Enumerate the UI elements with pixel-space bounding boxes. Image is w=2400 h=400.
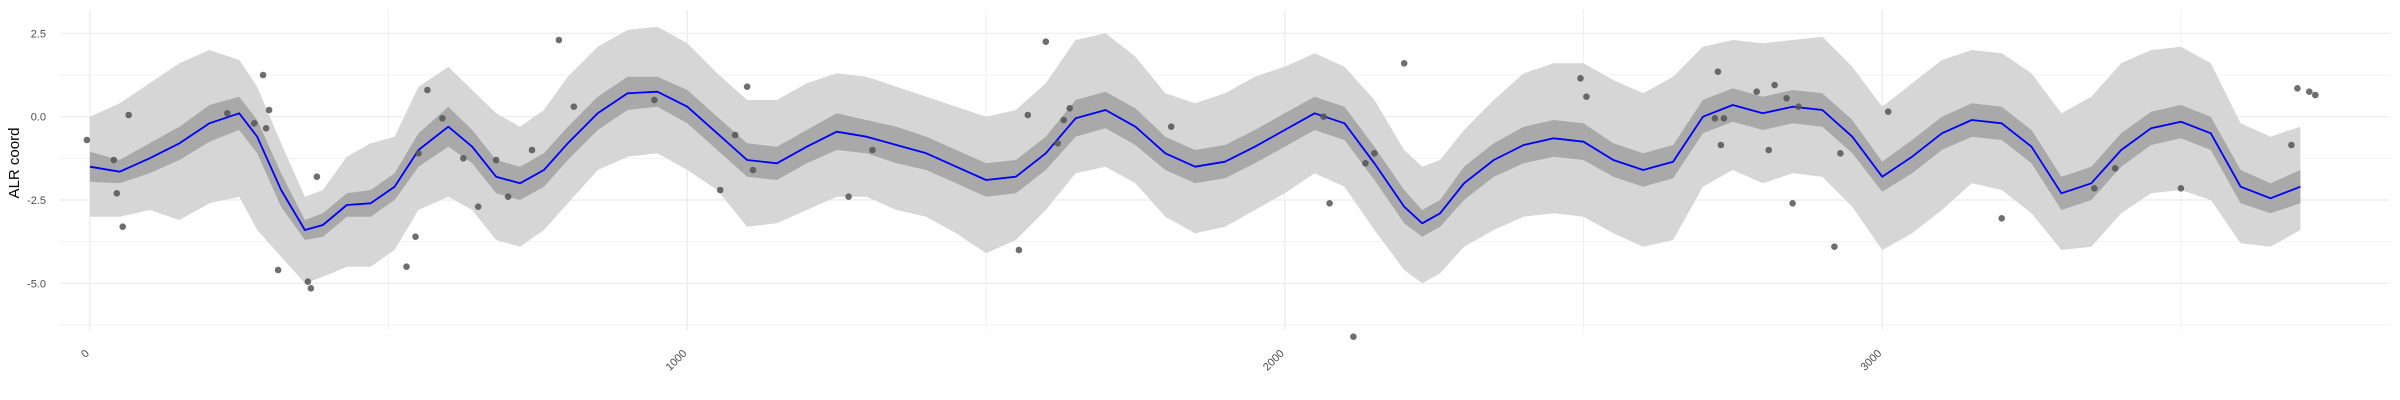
y-axis-title: ALR coord: [6, 128, 23, 199]
data-point: [869, 146, 876, 154]
data-point: [1167, 123, 1175, 130]
data-point: [274, 266, 282, 274]
data-point: [412, 233, 419, 240]
data-point: [1024, 111, 1032, 119]
data-point: [1320, 113, 1327, 120]
point-layer: [83, 36, 2319, 341]
y-tick-label: -5.0: [27, 278, 46, 290]
data-point: [1795, 103, 1802, 110]
data-point: [1884, 108, 1892, 115]
data-point: [731, 131, 739, 139]
data-point: [1042, 38, 1050, 45]
data-point: [2288, 141, 2295, 149]
data-point: [1362, 160, 1369, 167]
data-point: [1350, 333, 1357, 341]
data-point: [304, 278, 312, 286]
fitted-line: [89, 90, 2301, 231]
data-point: [504, 193, 512, 200]
y-tick-label: -2.5: [27, 195, 46, 207]
data-point: [492, 156, 500, 164]
data-point: [1831, 243, 1838, 250]
data-point: [313, 173, 321, 180]
data-point: [474, 203, 482, 210]
data-point: [1583, 93, 1590, 100]
data-point: [1717, 141, 1725, 149]
data-point: [1998, 215, 2005, 222]
data-point: [2294, 85, 2301, 92]
data-point: [119, 223, 126, 230]
data-point: [460, 155, 467, 162]
data-point: [415, 150, 422, 157]
data-point: [1753, 88, 1760, 95]
data-point: [259, 71, 267, 79]
data-point: [2306, 88, 2313, 95]
y-tick-label: 0.0: [31, 112, 46, 124]
data-point: [1326, 200, 1333, 207]
inner-confidence-band: [89, 76, 2301, 240]
x-tick-label: 0: [79, 348, 92, 361]
band-layer: [89, 26, 2301, 284]
data-point: [749, 166, 757, 174]
data-point: [1789, 200, 1796, 207]
data-point: [224, 110, 231, 117]
data-point: [250, 120, 258, 127]
data-point: [743, 83, 751, 90]
data-point: [2312, 91, 2319, 99]
data-point: [125, 111, 132, 119]
data-point: [1066, 105, 1073, 112]
data-point: [1714, 68, 1722, 75]
data-point: [1577, 75, 1584, 82]
data-point: [2177, 185, 2185, 192]
data-point: [439, 115, 446, 122]
data-point: [1054, 140, 1061, 147]
data-point: [110, 156, 118, 164]
data-point: [424, 86, 431, 94]
data-point: [1765, 146, 1772, 154]
data-point: [1720, 115, 1728, 122]
data-point: [1771, 81, 1778, 89]
data-point: [651, 96, 658, 104]
data-point: [1711, 115, 1719, 122]
data-point: [1371, 150, 1378, 157]
data-point: [845, 193, 852, 200]
data-point: [83, 136, 91, 144]
data-point: [1400, 60, 1408, 67]
data-point: [2091, 185, 2098, 192]
data-point: [265, 106, 273, 114]
data-point: [570, 103, 578, 110]
data-point: [262, 125, 270, 132]
data-point: [403, 263, 410, 271]
data-point: [307, 285, 315, 292]
x-tick-label: 3000: [1859, 348, 1885, 374]
line-layer: [89, 90, 2301, 231]
data-point: [1060, 116, 1067, 124]
data-point: [1783, 95, 1790, 102]
y-tick-label: 2.5: [31, 28, 46, 40]
data-point: [528, 146, 536, 154]
x-tick-label: 2000: [1261, 348, 1287, 374]
data-point: [716, 186, 724, 194]
x-tick-label: 1000: [664, 348, 690, 374]
data-point: [1015, 246, 1023, 254]
data-point: [113, 190, 121, 197]
data-point: [2111, 165, 2119, 172]
data-point: [555, 36, 563, 44]
data-point: [1837, 150, 1844, 157]
